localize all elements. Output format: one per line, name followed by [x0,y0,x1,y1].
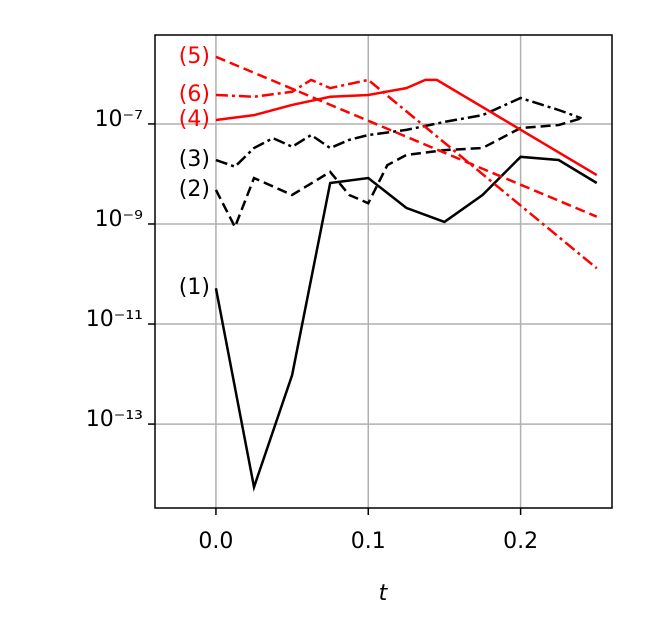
series-line [215,55,598,218]
series-line [215,78,598,270]
series-label: (5) [179,44,210,69]
series-line [214,155,598,492]
y-tick-label: 10⁻¹³ [86,407,143,432]
series-label: (3) [179,147,210,172]
x-tick-label: 0.0 [198,529,233,554]
x-tick-label: 0.1 [351,529,386,554]
y-tick-label: 10⁻¹¹ [86,307,143,332]
series-line [215,96,582,169]
series-label: (4) [179,107,210,132]
series-line [214,117,582,231]
y-tick-label: 10⁻⁷ [95,107,143,132]
x-tick-label: 0.2 [503,529,538,554]
series-label: (1) [179,275,210,300]
series-label: (6) [179,82,210,107]
series-line [215,78,598,177]
plot-frame [154,34,613,509]
series-label: (2) [179,177,210,202]
x-axis-label: t [379,581,389,606]
y-tick-label: 10⁻⁹ [95,207,143,232]
